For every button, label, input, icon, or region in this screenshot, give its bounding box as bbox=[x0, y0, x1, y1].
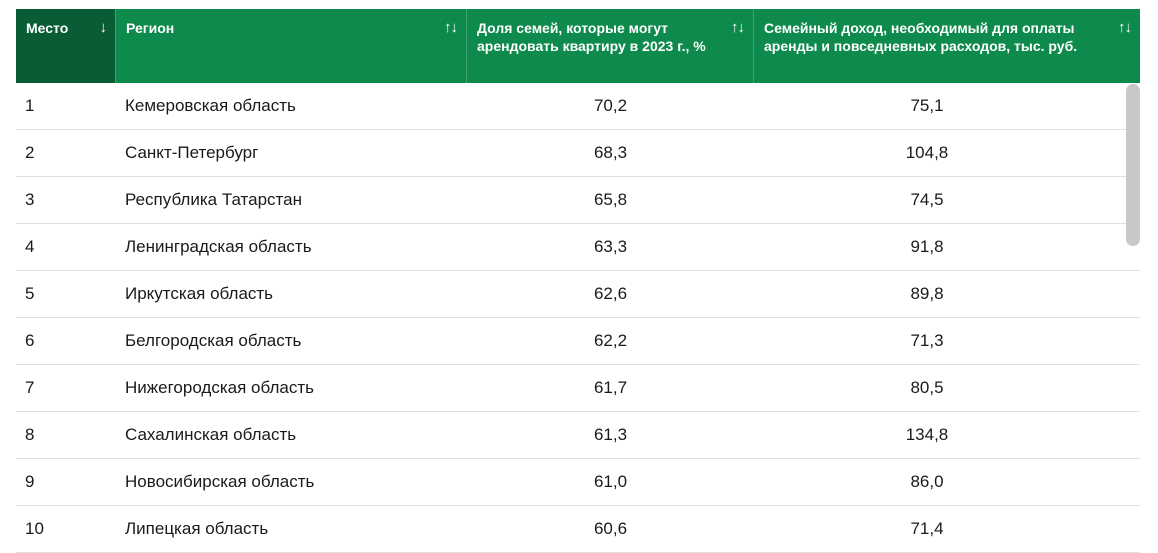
cell-share: 65,8 bbox=[593, 190, 628, 209]
table-row: 4 Ленинградская область 63,3 91,8 bbox=[16, 224, 1140, 271]
cell-income: 91,8 bbox=[910, 237, 944, 256]
table-row: 8 Сахалинская область 61,3 134,8 bbox=[16, 412, 1140, 459]
cell-region: Ленинградская область bbox=[125, 237, 312, 256]
cell-income: 71,4 bbox=[910, 519, 944, 538]
sort-down-icon[interactable]: ↓ bbox=[99, 19, 107, 36]
cell-income: 134,8 bbox=[905, 425, 949, 444]
cell-place: 6 bbox=[25, 331, 35, 350]
table-row: 10 Липецкая область 60,6 71,4 bbox=[16, 506, 1140, 553]
ranking-table: Место ↓ Регион ↑↓ Доля семей, которые мо… bbox=[16, 9, 1140, 553]
column-header-label: Доля семей, которые могут арендовать ква… bbox=[477, 20, 706, 54]
cell-income: 71,3 bbox=[910, 331, 944, 350]
cell-region: Липецкая область bbox=[125, 519, 269, 538]
cell-place: 8 bbox=[25, 425, 35, 444]
cell-income: 74,5 bbox=[910, 190, 944, 209]
column-header-share[interactable]: Доля семей, которые могут арендовать ква… bbox=[467, 9, 754, 83]
cell-income: 80,5 bbox=[910, 378, 944, 397]
column-header-label: Семейный доход, необходимый для оплаты а… bbox=[764, 20, 1078, 54]
cell-share: 62,2 bbox=[593, 331, 628, 350]
cell-place: 7 bbox=[25, 378, 35, 397]
cell-region: Иркутская область bbox=[125, 284, 274, 303]
cell-share: 70,2 bbox=[593, 96, 628, 115]
sort-toggle-icon[interactable]: ↑↓ bbox=[731, 19, 745, 36]
cell-share: 61,7 bbox=[593, 378, 628, 397]
cell-share: 63,3 bbox=[593, 237, 628, 256]
column-header-label: Регион bbox=[126, 20, 175, 36]
cell-region: Нижегородская область bbox=[125, 378, 314, 397]
cell-region: Новосибирская область bbox=[125, 472, 315, 491]
cell-share: 68,3 bbox=[593, 143, 628, 162]
table-row: 7 Нижегородская область 61,7 80,5 bbox=[16, 365, 1140, 412]
cell-place: 4 bbox=[25, 237, 35, 256]
table-row: 5 Иркутская область 62,6 89,8 bbox=[16, 271, 1140, 318]
column-header-income[interactable]: Семейный доход, необходимый для оплаты а… bbox=[754, 9, 1140, 83]
cell-region: Кемеровская область bbox=[125, 96, 296, 115]
cell-share: 60,6 bbox=[593, 519, 628, 538]
cell-place: 2 bbox=[25, 143, 35, 162]
cell-income: 75,1 bbox=[910, 96, 944, 115]
cell-place: 10 bbox=[25, 519, 44, 538]
table-row: 2 Санкт-Петербург 68,3 104,8 bbox=[16, 130, 1140, 177]
cell-place: 9 bbox=[25, 472, 35, 491]
cell-share: 62,6 bbox=[593, 284, 628, 303]
table-row: 9 Новосибирская область 61,0 86,0 bbox=[16, 459, 1140, 506]
cell-place: 1 bbox=[25, 96, 35, 115]
cell-income: 104,8 bbox=[905, 143, 949, 162]
cell-region: Санкт-Петербург bbox=[125, 143, 259, 162]
cell-region: Сахалинская область bbox=[125, 425, 297, 444]
column-header-region[interactable]: Регион ↑↓ bbox=[116, 9, 467, 83]
sort-toggle-icon[interactable]: ↑↓ bbox=[444, 19, 458, 36]
table-row: 3 Республика Татарстан 65,8 74,5 bbox=[16, 177, 1140, 224]
table-body: 1 Кемеровская область 70,2 75,1 2 Санкт-Петер… bbox=[16, 83, 1140, 553]
table-row: 1 Кемеровская область 70,2 75,1 bbox=[16, 83, 1140, 130]
column-header-label: Место bbox=[26, 20, 69, 36]
cell-share: 61,0 bbox=[593, 472, 628, 491]
sort-toggle-icon[interactable]: ↑↓ bbox=[1118, 19, 1132, 36]
cell-place: 3 bbox=[25, 190, 35, 209]
cell-place: 5 bbox=[25, 284, 35, 303]
cell-income: 86,0 bbox=[910, 472, 944, 491]
cell-income: 89,8 bbox=[910, 284, 944, 303]
cell-region: Белгородская область bbox=[125, 331, 302, 350]
cell-share: 61,3 bbox=[593, 425, 628, 444]
vertical-scrollbar[interactable] bbox=[1126, 84, 1140, 246]
column-header-place[interactable]: Место ↓ bbox=[16, 9, 116, 83]
cell-region: Республика Татарстан bbox=[125, 190, 302, 209]
table-row: 6 Белгородская область 62,2 71,3 bbox=[16, 318, 1140, 365]
table-header: Место ↓ Регион ↑↓ Доля семей, которые мо… bbox=[16, 9, 1140, 83]
